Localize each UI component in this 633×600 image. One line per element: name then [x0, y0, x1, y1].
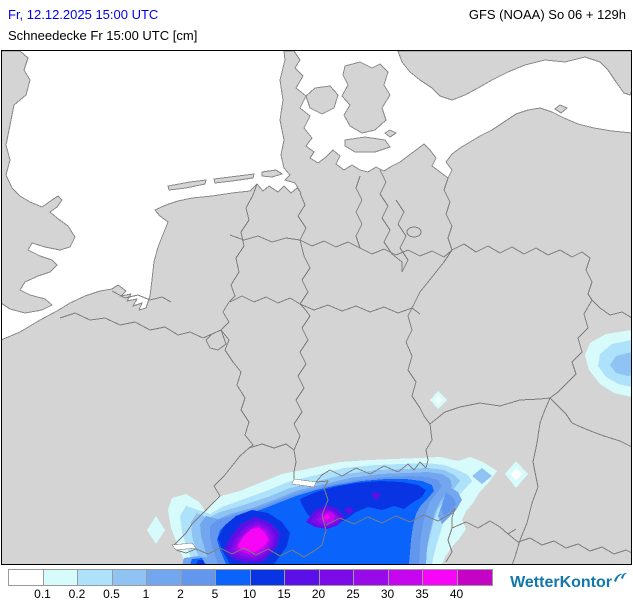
- snow-contour-35cm-west: [238, 528, 268, 552]
- border-ch-it: [175, 544, 323, 558]
- border-state-5: [359, 247, 453, 258]
- land-bornholm: [554, 104, 568, 114]
- border-sk-hu: [571, 422, 631, 448]
- legend-threshold-label: 10: [242, 587, 257, 600]
- land-moen: [384, 129, 397, 138]
- legend-threshold-label: 15: [277, 587, 291, 600]
- snow-beskids-inner: [610, 352, 631, 376]
- land-england: [2, 51, 76, 314]
- map-frame: [1, 50, 632, 565]
- snow-contour-2cm-styria: [441, 492, 456, 516]
- land-wadden-islands: [167, 169, 284, 191]
- snow-bottom-edge-3: [196, 560, 205, 564]
- border-state-7: [293, 303, 311, 451]
- border-state-10: [395, 199, 409, 273]
- border-state-3: [299, 239, 361, 249]
- snow-diamond-geneva: [147, 516, 165, 544]
- legend-color-box: [456, 569, 493, 586]
- legend-threshold-label: 2: [177, 587, 184, 600]
- wetterkontor-swoosh-icon: [614, 572, 627, 582]
- border-de-at: [315, 423, 433, 483]
- land-funen: [305, 85, 339, 115]
- legend-threshold-label: 25: [346, 587, 360, 600]
- lake-geneva: [171, 542, 197, 551]
- lake-constance: [291, 478, 317, 488]
- border-ch-fr: [173, 447, 250, 546]
- legend-threshold-label: 0.2: [68, 587, 86, 600]
- border-be-fr: [59, 312, 213, 339]
- wetterkontor-logo-text: WetterKontor: [510, 574, 612, 591]
- snow-diamond-north-core: [434, 396, 442, 404]
- border-si-hr: [507, 533, 631, 555]
- border-cz-sk: [549, 299, 593, 399]
- land-zealand: [341, 61, 391, 134]
- legend-color-box: [77, 569, 113, 586]
- border-ch-at: [315, 480, 329, 546]
- legend-color-box: [284, 569, 320, 586]
- parameter-label: Schneedecke Fr 15:00 UTC [cm]: [8, 28, 198, 43]
- valid-datetime-label: Fr, 12.12.2025 15:00 UTC: [8, 7, 159, 22]
- legend-color-box: [42, 569, 79, 586]
- legend-color-box: [180, 569, 217, 586]
- snow-contour-15cm-dot2: [371, 491, 381, 500]
- border-pl-sk: [591, 299, 631, 318]
- border-nl-be: [111, 290, 172, 303]
- legend-color-box: [111, 569, 148, 586]
- border-at-hu: [511, 397, 551, 564]
- legend-threshold-label: 5: [211, 587, 219, 600]
- border-state-9: [379, 169, 403, 272]
- legend-color-box: [249, 569, 286, 586]
- legend-threshold-label: 30: [380, 587, 395, 600]
- border-fr-de: [220, 329, 254, 449]
- border-nl-de: [228, 183, 258, 303]
- wetterkontor-logo: WetterKontor: [510, 572, 627, 592]
- legend-color-box: [8, 569, 44, 586]
- legend-color-box: [353, 569, 389, 586]
- border-de-ch: [248, 443, 297, 479]
- legend-threshold-label: 0.5: [103, 587, 120, 600]
- legend-color-box: [215, 569, 251, 586]
- legend-threshold-label: 1: [142, 587, 150, 600]
- legend-threshold-label: 0.1: [34, 587, 51, 600]
- border-state-2: [229, 234, 301, 243]
- snow-contour-35cm-central-dot: [323, 514, 330, 520]
- legend-threshold-label: 35: [415, 587, 429, 600]
- country-borders: [59, 169, 631, 564]
- border-at-it: [325, 507, 456, 528]
- legend-color-box: [422, 569, 458, 586]
- border-at-sk: [549, 397, 573, 424]
- border-de-cz: [405, 249, 453, 425]
- border-at-cz: [429, 397, 551, 425]
- snow-diamond-east-core: [511, 468, 522, 481]
- border-de-pl: [443, 177, 453, 251]
- border-state-4: [355, 175, 363, 249]
- land-sweden: [397, 51, 631, 101]
- border-state-6: [229, 239, 311, 305]
- legend-threshold-label: 40: [449, 587, 464, 600]
- legend-threshold-label: 20: [311, 587, 326, 600]
- snow-contour-0_5cm-styria-dot: [472, 468, 492, 484]
- land-masses: [2, 51, 631, 564]
- border-it-si: [445, 527, 453, 563]
- snow-contour-15cm-dot1: [344, 506, 354, 515]
- legend-color-box: [146, 569, 182, 586]
- land-continent: [2, 51, 631, 564]
- legend-color-box: [318, 569, 355, 586]
- border-berlin: [406, 226, 422, 238]
- border-be-de: [220, 301, 230, 331]
- lakes: [171, 478, 317, 551]
- land-lolland: [344, 136, 391, 153]
- border-state-8: [299, 303, 421, 315]
- border-state-1: [297, 192, 307, 241]
- legend-color-box: [387, 569, 424, 586]
- snow-depth-contours: [147, 330, 631, 564]
- border-pl-cz: [451, 243, 593, 301]
- model-run-label: GFS (NOAA) So 06 + 129h: [468, 7, 626, 22]
